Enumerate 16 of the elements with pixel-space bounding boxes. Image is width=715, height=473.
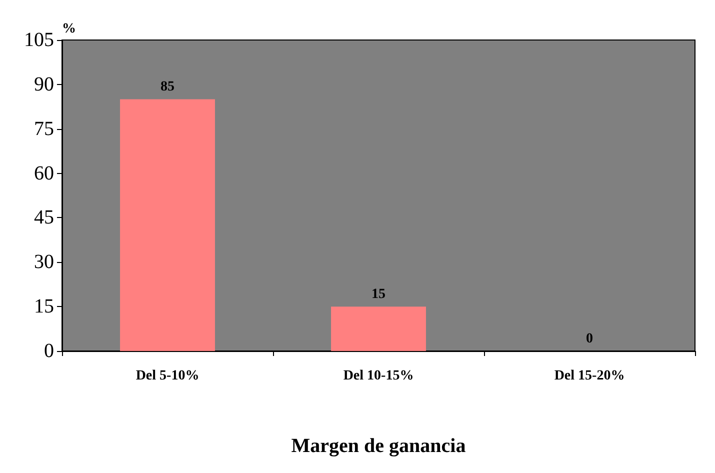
data-label: 0 (586, 332, 593, 346)
y-tick-label: 0 (44, 340, 54, 362)
y-tick-label: 75 (34, 118, 54, 140)
y-tick-label: 105 (24, 29, 54, 51)
y-axis-title: % (62, 22, 76, 36)
y-tick-label: 90 (34, 73, 54, 96)
y-tick-label: 45 (34, 206, 54, 229)
x-tick-label: Del 10-15% (343, 368, 414, 384)
x-tick-label: Del 15-20% (554, 368, 625, 384)
data-label: 15 (372, 287, 386, 302)
data-label: 85 (160, 80, 174, 95)
y-tick-label: 60 (34, 162, 54, 184)
y-tick-label: 15 (34, 296, 54, 318)
x-tick-label: Del 5-10% (136, 368, 200, 384)
x-axis-title: Margen de ganancia (291, 435, 466, 457)
y-tick-label: 30 (34, 251, 54, 274)
